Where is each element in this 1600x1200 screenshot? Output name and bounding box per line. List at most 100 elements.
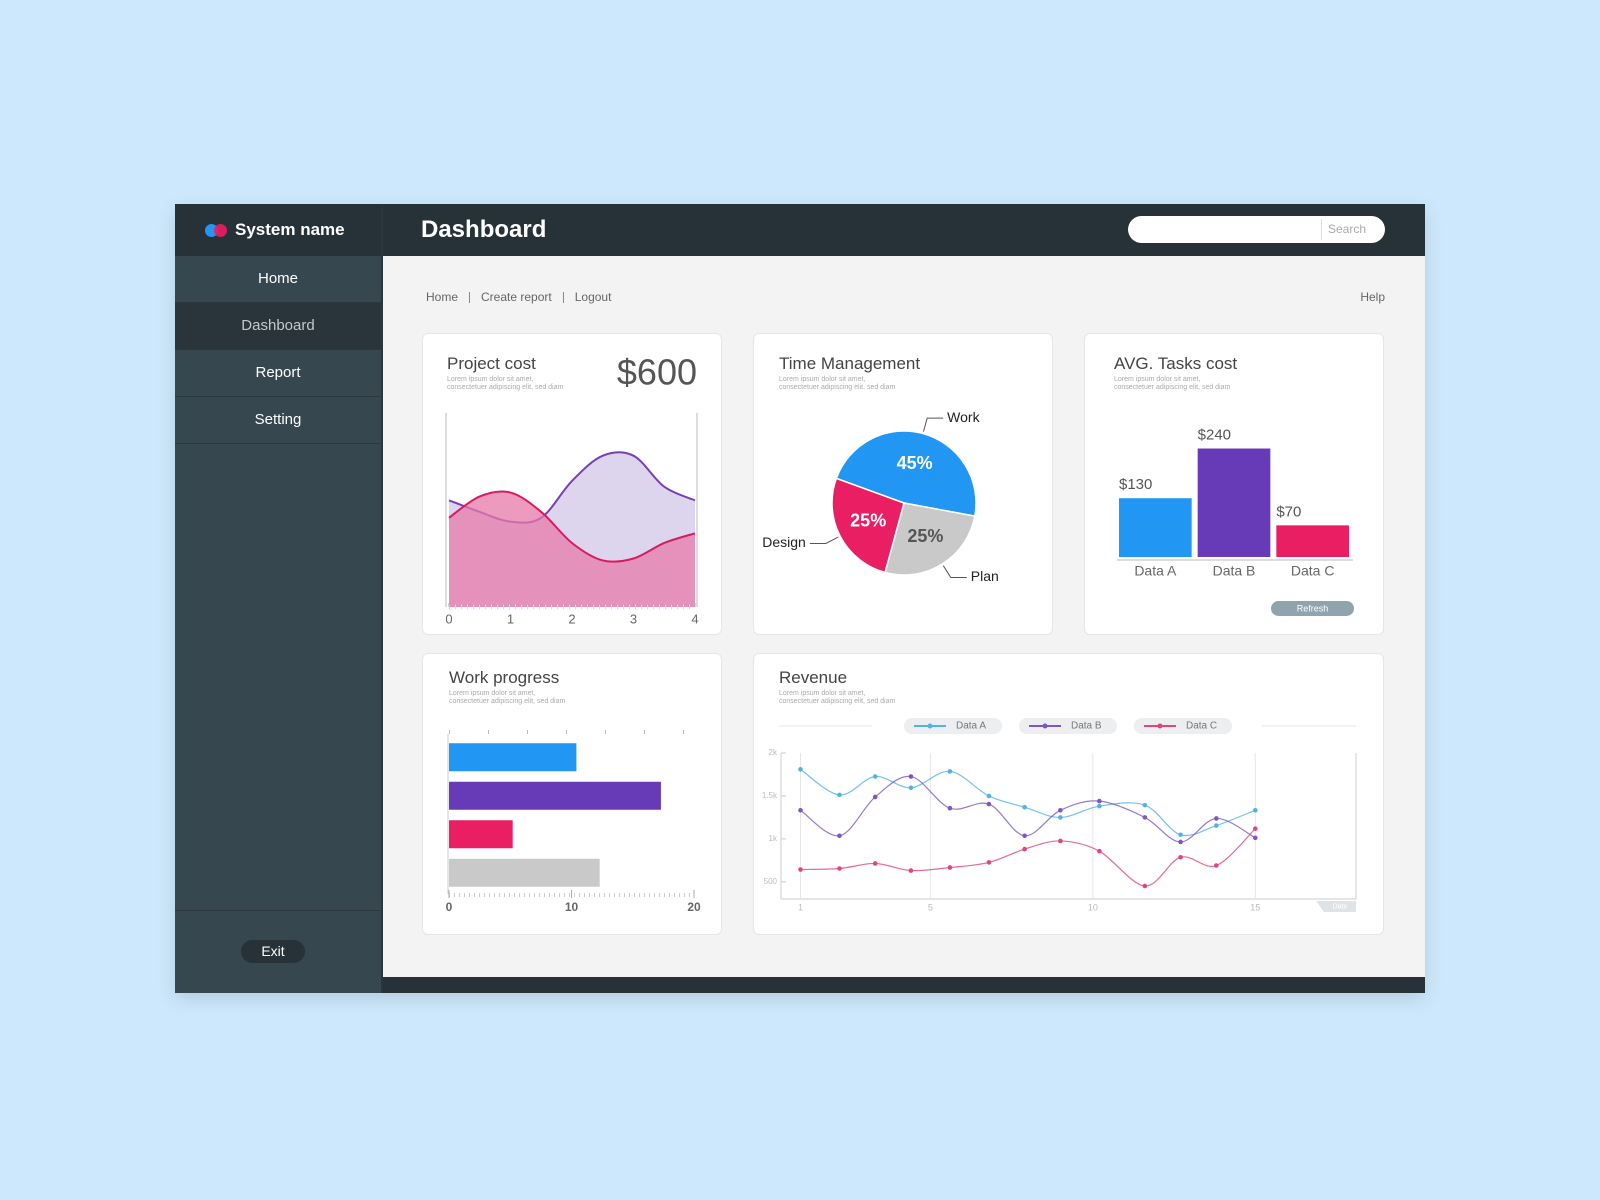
card-subtitle: Lorem ipsum dolor sit amet, consectetuer… [1114, 376, 1231, 391]
menu-item[interactable]: Dashboard [175, 303, 381, 350]
card: Time Management Lorem ipsum dolor sit am… [753, 333, 1053, 635]
card: Work progress Lorem ipsum dolor sit amet… [422, 653, 722, 935]
card-subtitle: Lorem ipsum dolor sit amet, consectetuer… [779, 690, 896, 705]
bar [449, 820, 513, 849]
point [1178, 839, 1183, 845]
point [1252, 835, 1258, 841]
x-tick-label: 3 [630, 611, 637, 626]
leader-line [922, 417, 944, 432]
search-box[interactable]: Search [1128, 216, 1385, 243]
card: Project cost Lorem ipsum dolor sit amet,… [422, 333, 722, 635]
value-label: 25% [850, 510, 886, 530]
y-tick-label: 1k [769, 834, 778, 843]
legend-item [1019, 718, 1117, 734]
point [1022, 804, 1027, 810]
search-button[interactable]: Search [1328, 222, 1367, 236]
menu-item[interactable]: Report [175, 350, 381, 397]
card-subtitle: Lorem ipsum dolor sit amet, consectetuer… [447, 376, 564, 391]
point [986, 860, 992, 865]
point [1097, 803, 1102, 809]
pie-slice [831, 477, 905, 574]
point [908, 774, 914, 779]
legend-label: Data B [1071, 721, 1102, 732]
point [947, 769, 953, 774]
card-subtitle: Lorem ipsum dolor sit amet, consectetuer… [449, 690, 566, 705]
refresh-label: Refresh [1297, 603, 1329, 613]
legend-item [904, 718, 1002, 734]
point [872, 794, 878, 800]
leader-line [809, 536, 839, 544]
point [1022, 833, 1027, 839]
footer-bar [383, 977, 1425, 993]
chart: $130 Data A $240 Data B $70 Data C Refresh [1117, 426, 1354, 616]
bar [449, 858, 600, 887]
separator [562, 291, 564, 303]
headline: $600 [617, 352, 697, 393]
chart: 45% Work 25% Plan 25% Design [762, 409, 999, 584]
point [1058, 815, 1063, 820]
point [798, 767, 803, 772]
x-tick-label: Data A [1134, 563, 1177, 579]
breadcrumbs: Home Create report Logout [426, 290, 611, 304]
card-title: Project cost [447, 354, 536, 373]
value-label: 25% [907, 526, 943, 546]
brand: System name [175, 204, 381, 256]
value-label: 45% [897, 453, 933, 473]
breadcrumb[interactable]: Create report [481, 290, 552, 304]
point [837, 833, 842, 839]
breadcrumb[interactable]: Logout [574, 290, 612, 304]
divider [175, 910, 381, 911]
chart: 0 10 20 [446, 730, 701, 914]
legend-label: Data C [1186, 721, 1217, 732]
card: Revenue Lorem ipsum dolor sit amet, cons… [753, 653, 1384, 935]
x-tick-label: Data B [1213, 563, 1256, 579]
card-title: AVG. Tasks cost [1114, 354, 1238, 373]
category-label: Design [762, 534, 806, 550]
point [1252, 826, 1258, 831]
breadcrumb[interactable]: Home [426, 290, 459, 304]
bar [1119, 498, 1192, 557]
x-tick-label: 0 [446, 900, 453, 914]
point [837, 792, 842, 798]
point [947, 805, 953, 811]
x-tick-label: 15 [1250, 902, 1260, 912]
line [800, 828, 1256, 887]
x-axis-label: Date [1333, 903, 1348, 910]
point [986, 793, 992, 799]
chart: $600 0 1 2 3 4 [445, 352, 698, 627]
point [986, 801, 992, 807]
point [1142, 802, 1148, 808]
header: Dashboard Search [383, 204, 1425, 256]
x-tick-label: 2 [568, 611, 575, 626]
category-label: Plan [971, 568, 999, 584]
menu-item[interactable]: Setting [175, 397, 381, 444]
pie-slice [835, 430, 977, 518]
help-link[interactable]: Help [1360, 290, 1385, 304]
card-title: Work progress [449, 668, 560, 687]
x-tick-label: 10 [1088, 902, 1098, 912]
point [1214, 823, 1219, 828]
bar [449, 743, 577, 772]
point [1058, 838, 1063, 844]
point [872, 861, 878, 866]
line [448, 490, 696, 563]
x-tick-label: 4 [691, 611, 698, 626]
point [1058, 807, 1063, 813]
point [1097, 798, 1102, 804]
refresh-button[interactable] [1271, 601, 1354, 616]
x-tick-label: 0 [445, 611, 452, 626]
point [947, 865, 953, 870]
x-tick-label: 10 [565, 900, 579, 914]
x-tick-label: Data C [1291, 563, 1335, 579]
y-tick-label: 1.5k [762, 791, 778, 800]
exit-button[interactable]: Exit [241, 940, 305, 963]
point [1214, 863, 1219, 868]
menu-item[interactable]: Home [175, 256, 381, 303]
point [798, 807, 803, 813]
point [1214, 816, 1219, 821]
card: AVG. Tasks cost Lorem ipsum dolor sit am… [1084, 333, 1384, 635]
point [1252, 807, 1258, 813]
point [1142, 883, 1148, 889]
